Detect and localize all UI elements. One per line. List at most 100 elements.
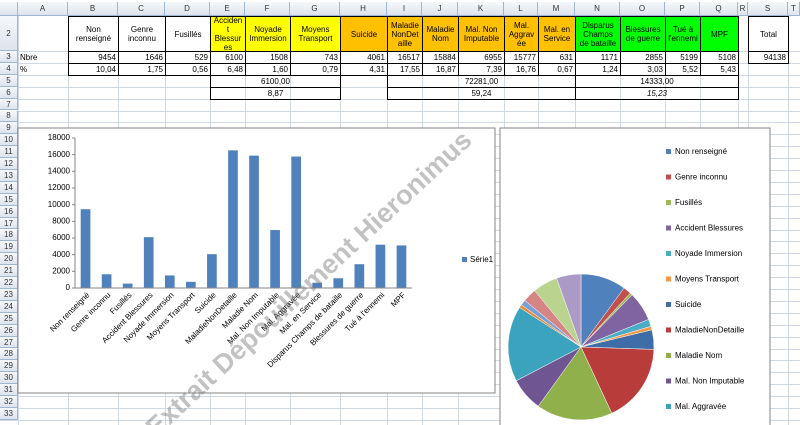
column-header: D [165,2,210,16]
bar [396,245,407,288]
column-header: J [422,2,458,16]
bar [354,264,365,288]
row-header: 8 [0,110,18,123]
row-header: 33 [0,408,18,420]
column-header: H [340,2,387,16]
y-tick-label: 18000 [48,133,71,142]
bar [143,237,154,288]
y-tick-label: 8000 [52,216,70,225]
cell: Mal. Aggravée [504,16,539,52]
grid-line [0,122,800,124]
column-header: G [290,2,340,16]
cell: Total [748,16,789,52]
grid-line [0,396,800,398]
column-header: B [68,2,118,16]
column-header: L [504,2,538,16]
column-header: E [210,2,245,16]
legend-label: Non renseigné [675,147,728,156]
legend-swatch [666,404,671,409]
legend-swatch [666,149,671,154]
grid-line [0,419,800,421]
legend-label: Suicide [675,300,702,309]
legend-label: Mal. Non Imputable [675,377,745,386]
cell: 8,87 [210,86,341,100]
legend-swatch [666,378,671,384]
legend-label: Moyens Transport [675,275,740,284]
pie-slice [507,307,582,382]
column-header: A [18,2,68,16]
bar [122,283,133,288]
legend-swatch [666,353,671,358]
bar [228,150,238,288]
row-header: 5 [0,74,18,87]
cell: Nbre [20,52,38,62]
legend-swatch [462,257,467,262]
column-header: O [620,2,665,16]
row-header: 32 [0,396,18,408]
cell: % [20,64,28,74]
row-header: 7 [0,98,18,111]
legend-label: Mal. Aggravée [675,402,727,411]
pie-slice [537,346,613,421]
column-header: R [738,2,748,16]
bar [312,282,323,288]
bar [101,274,112,288]
cell: Moyens Transport [290,16,341,52]
grid-line [788,16,789,425]
legend-swatch [666,251,671,256]
legend-label: Accident Blessures [675,224,743,233]
y-tick-label: 6000 [52,233,70,242]
bar [270,230,280,288]
column-header: C [118,2,165,16]
legend-label: Série1 [470,255,494,264]
row-header: 6 [0,86,18,99]
bar [207,254,217,288]
legend-swatch [666,225,671,231]
pie-slice [580,346,655,414]
cell: Suicide [340,16,388,52]
row-header: 3 [0,51,18,63]
column-header: M [538,2,575,16]
y-tick-label: 12000 [48,183,71,192]
row-header: 2 [0,16,18,51]
corner [0,2,18,16]
column-header: S [748,2,788,16]
bar [185,281,196,288]
bar [291,156,302,288]
cell: Fusillés [165,16,211,52]
grid-line [0,408,800,409]
bar [333,278,344,288]
pie-slice [556,273,582,348]
column-header: F [245,2,290,16]
column-header: P [665,2,700,16]
column-header: N [575,2,620,16]
bar [249,155,259,288]
y-tick-label: 16000 [48,150,71,159]
bar [375,244,386,288]
cell: 15,23 [575,86,739,100]
y-tick-label: 4000 [52,250,70,259]
legend-swatch [666,200,671,205]
legend-label: MaladieNonDetaille [675,326,745,335]
legend-label: Noyade Immersion [675,249,742,258]
y-tick-label: 0 [66,283,71,292]
cell: Genre inconnu [118,16,166,52]
legend-label: Maladie Nom [675,351,722,360]
legend-label: Genre inconnu [675,173,727,182]
legend-swatch [666,276,671,282]
bar [164,275,175,288]
column-header: K [458,2,504,16]
cell: Noyade Immersion [245,16,291,52]
row-header: 4 [0,62,18,75]
grid-line [0,110,800,112]
legend-label: Fusillés [675,198,702,207]
column-header: I [387,2,422,16]
legend-swatch [666,174,671,180]
legend-swatch [666,302,671,307]
bar [80,209,91,288]
y-tick-label: 2000 [52,266,70,275]
legend-swatch [666,327,671,333]
cell: 94138 [748,51,789,64]
